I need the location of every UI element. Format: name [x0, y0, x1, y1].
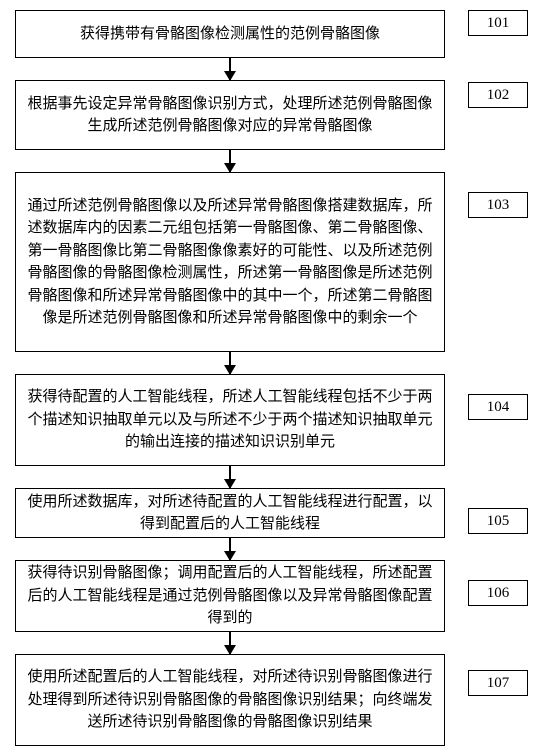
step-label-103: 103 — [468, 192, 528, 218]
arrow — [229, 466, 231, 488]
step-box-107: 使用所述配置后的人工智能线程，对所述待识别骨骼图像进行处理得到所述待识别骨骼图像… — [15, 654, 445, 746]
arrow — [229, 150, 231, 172]
step-label-101: 101 — [468, 10, 528, 36]
arrow — [229, 538, 231, 560]
step-text: 获得待识别骨骼图像；调用配置后的人工智能线程，所述配置后的人工智能线程是通过范例… — [26, 562, 434, 630]
step-text: 获得携带有骨骼图像检测属性的范例骨骼图像 — [80, 23, 380, 46]
arrow — [229, 352, 231, 374]
label-text: 105 — [487, 513, 510, 529]
label-text: 103 — [487, 197, 510, 213]
step-label-106: 106 — [468, 580, 528, 606]
step-text: 根据事先设定异常骨骼图像识别方式，处理所述范例骨骼图像生成所述范例骨骼图像对应的… — [26, 93, 434, 138]
label-text: 101 — [487, 15, 510, 31]
label-text: 107 — [487, 675, 510, 691]
label-text: 104 — [487, 399, 510, 415]
label-text: 106 — [487, 585, 510, 601]
step-text: 获得待配置的人工智能线程，所述人工智能线程包括不少于两个描述知识抽取单元以及与所… — [26, 386, 434, 454]
step-box-105: 使用所述数据库，对所述待配置的人工智能线程进行配置，以得到配置后的人工智能线程 — [15, 488, 445, 538]
arrow — [229, 632, 231, 654]
step-box-106: 获得待识别骨骼图像；调用配置后的人工智能线程，所述配置后的人工智能线程是通过范例… — [15, 560, 445, 632]
step-text: 使用所述配置后的人工智能线程，对所述待识别骨骼图像进行处理得到所述待识别骨骼图像… — [26, 666, 434, 734]
flowchart-container: 获得携带有骨骼图像检测属性的范例骨骼图像 根据事先设定异常骨骼图像识别方式，处理… — [15, 10, 445, 746]
arrow — [229, 58, 231, 80]
step-box-102: 根据事先设定异常骨骼图像识别方式，处理所述范例骨骼图像生成所述范例骨骼图像对应的… — [15, 80, 445, 150]
step-label-107: 107 — [468, 670, 528, 696]
label-text: 102 — [487, 87, 510, 103]
step-label-102: 102 — [468, 82, 528, 108]
step-text: 使用所述数据库，对所述待配置的人工智能线程进行配置，以得到配置后的人工智能线程 — [26, 491, 434, 536]
step-box-103: 通过所述范例骨骼图像以及所述异常骨骼图像搭建数据库，所述数据库内的因素二元组包括… — [15, 172, 445, 352]
step-label-104: 104 — [468, 394, 528, 420]
step-text: 通过所述范例骨骼图像以及所述异常骨骼图像搭建数据库，所述数据库内的因素二元组包括… — [26, 195, 434, 330]
step-box-104: 获得待配置的人工智能线程，所述人工智能线程包括不少于两个描述知识抽取单元以及与所… — [15, 374, 445, 466]
step-box-101: 获得携带有骨骼图像检测属性的范例骨骼图像 — [15, 10, 445, 58]
step-label-105: 105 — [468, 508, 528, 534]
